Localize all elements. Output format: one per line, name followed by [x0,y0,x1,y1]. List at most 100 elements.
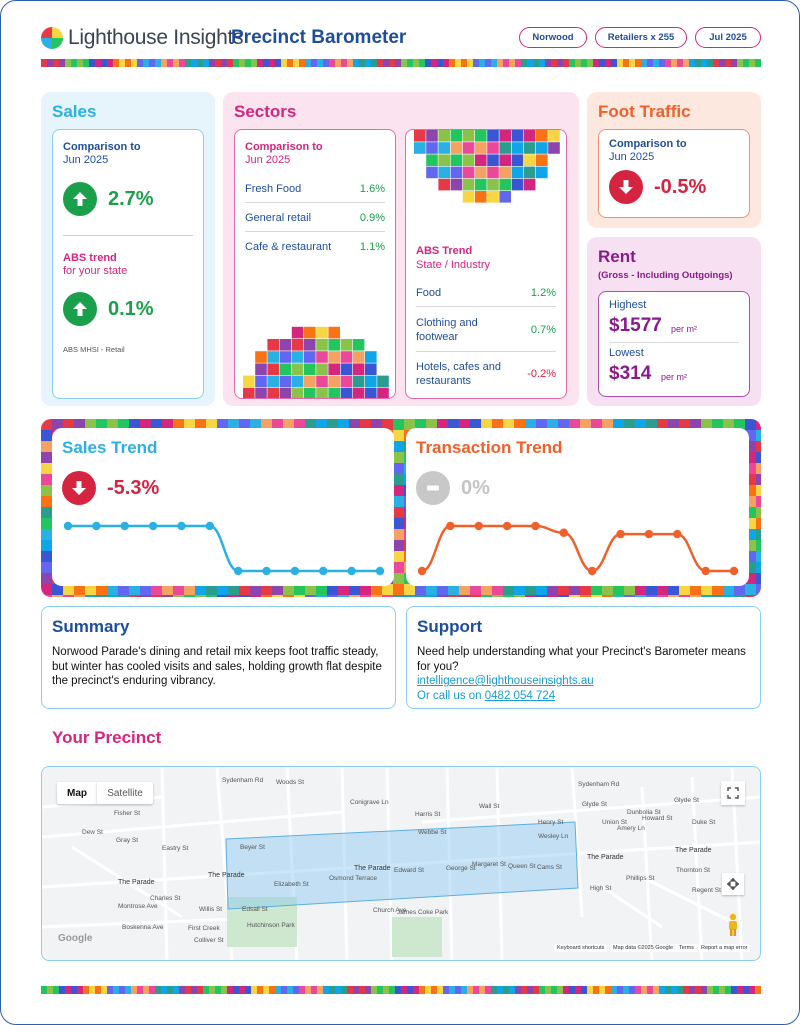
map-footer-terms[interactable]: Terms [676,944,697,952]
color-tile [341,986,347,994]
mosaic-tile [475,166,487,179]
mosaic-tile [548,130,560,142]
mosaic-tile [283,584,294,595]
mosaic-tile [360,595,371,597]
fullscreen-icon[interactable] [721,781,745,805]
street-label: First Creek [188,925,220,932]
color-tile [467,59,473,67]
mosaic-tile [511,154,524,166]
color-tile [197,986,203,994]
color-tile [251,986,257,994]
mosaic-tile [745,551,756,562]
color-tile [563,59,569,67]
color-tile [389,986,395,994]
summary-title: Summary [52,617,130,636]
color-tile [239,59,245,67]
mosaic-tile [41,485,52,496]
rent-title: Rent [598,247,636,266]
mosaic-tile [151,419,162,430]
color-tile [59,59,65,67]
mosaic-tile [173,419,184,430]
mosaic-tile [217,419,228,430]
mosaic-tile [450,154,463,166]
mosaic-tile [580,419,591,430]
color-tile [443,986,449,994]
mosaic-tile [536,419,547,430]
date-pill[interactable]: Jul 2025 [695,27,761,48]
mosaic-tile [365,351,377,363]
arrow-down-icon [62,471,96,505]
color-tile [671,59,677,67]
mosaic-tile [393,584,404,595]
mosaic-tile [63,419,74,430]
satellite-tab[interactable]: Satellite [97,782,153,804]
mosaic-tile [371,584,382,595]
mosaic-tile [96,419,107,430]
color-tile [461,59,467,67]
mosaic-tile [756,518,761,529]
mosaic-tile [499,154,511,166]
trend-point [616,529,625,539]
mosaic-tile [52,595,63,597]
mosaic-tile [690,419,701,430]
location-pill[interactable]: Norwood [519,27,587,48]
color-tile [623,986,629,994]
color-tile [647,986,653,994]
retailers-pill[interactable]: Retailers x 255 [595,27,687,48]
street-label: Queen St [508,863,536,870]
mosaic-tile [272,595,283,597]
color-tile [641,986,647,994]
support-phone-link[interactable]: 0482 054 724 [484,689,556,702]
pegman-icon[interactable] [725,913,741,937]
color-tile [371,986,377,994]
mosaic-tile [267,339,279,351]
color-tile [341,59,347,67]
color-tile [689,59,695,67]
mosaic-tile [316,351,328,363]
mosaic-tile [393,562,404,573]
mosaic-tile [745,452,756,463]
trend-point [177,521,186,531]
street-label: Church Ave [373,907,407,914]
sales-comparison-label: Comparison to [63,141,141,153]
mosaic-tile [548,142,560,154]
precinct-map[interactable]: Fisher St Gray St Dew St The Parade Mont… [41,766,761,961]
street-label: The Parade [208,872,245,879]
mosaic-tile [41,584,52,595]
mosaic-tile [279,339,292,351]
color-tile [419,59,425,67]
color-tile [587,986,593,994]
color-tile [701,59,707,67]
map-camera-control-icon[interactable] [722,873,744,895]
mosaic-tile [360,584,371,595]
mosaic-tile [162,595,173,597]
color-tile [419,986,425,994]
mosaic-tile [52,419,63,430]
map-tab[interactable]: Map [57,782,97,804]
mosaic-tile [525,595,536,597]
color-tile [215,986,221,994]
mosaic-tile [206,595,217,597]
mosaic-tile [591,584,602,595]
mosaic-tile [426,595,437,597]
trend-point [233,566,243,576]
map-footer-shortcuts[interactable]: Keyboard shortcuts [554,944,608,952]
color-tile [95,986,101,994]
color-tile [191,986,197,994]
mosaic-tile [404,419,415,430]
mosaic-tile [470,595,481,597]
mosaic-tile [255,351,267,363]
trend-point [729,566,739,576]
mosaic-tile [437,419,448,430]
mosaic-tile [328,375,340,388]
color-tile [653,59,659,67]
map-footer-report[interactable]: Report a map error [698,944,751,952]
mosaic-tile [756,573,761,584]
support-email-link[interactable]: intelligence@lighthouseinsights.au [417,675,594,687]
color-tile [65,986,71,994]
color-tile [299,986,305,994]
trend-point [446,521,455,531]
precinct-boundary[interactable] [225,821,579,910]
mosaic-tile [63,584,74,595]
